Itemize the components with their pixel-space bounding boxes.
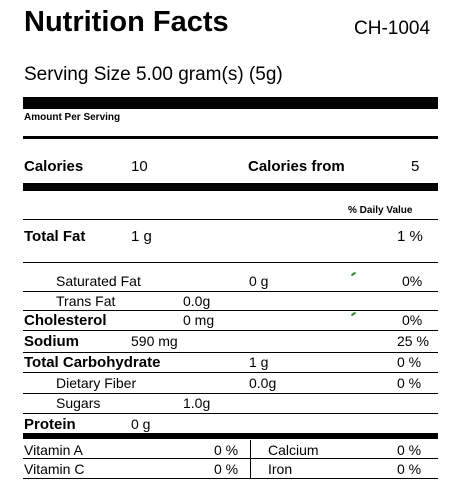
sugars-amount: 1.0g <box>183 395 211 411</box>
iron-dv: 0 % <box>397 461 422 477</box>
calories-label: Calories <box>24 158 84 175</box>
saturated-fat-label: Saturated Fat <box>56 273 141 289</box>
iron-label: Iron <box>268 461 293 477</box>
check-mark-icon <box>350 311 357 317</box>
divider <box>23 413 438 414</box>
fiber-label: Dietary Fiber <box>56 375 137 391</box>
trans-fat-amount: 0.0g <box>183 293 211 309</box>
serving-size: Serving Size 5.00 gram(s) (5g) <box>24 64 283 85</box>
sodium-dv: 25 % <box>397 333 429 349</box>
thick-divider <box>23 183 438 191</box>
sodium-amount: 590 mg <box>131 333 178 349</box>
vitamin-a-label: Vitamin A <box>24 442 83 458</box>
divider <box>23 262 438 263</box>
fiber-dv: 0 % <box>397 375 422 391</box>
thick-divider <box>23 97 438 109</box>
column-divider <box>250 440 251 478</box>
divider <box>23 219 438 220</box>
cholesterol-label: Cholesterol <box>24 312 107 329</box>
saturated-fat-amount: 0 g <box>249 273 269 289</box>
total-carb-label: Total Carbohydrate <box>24 354 161 371</box>
divider <box>23 478 438 479</box>
divider <box>23 352 438 353</box>
divider <box>23 330 438 331</box>
calories-from-label: Calories from <box>248 158 345 175</box>
calcium-dv: 0 % <box>397 442 422 458</box>
trans-fat-label: Trans Fat <box>56 293 116 309</box>
cholesterol-dv: 0% <box>402 312 423 328</box>
divider <box>23 458 438 459</box>
sodium-label: Sodium <box>24 333 79 350</box>
thick-divider <box>23 433 438 439</box>
total-fat-label: Total Fat <box>24 228 86 245</box>
saturated-fat-dv: 0% <box>402 273 423 289</box>
total-carb-dv: 0 % <box>397 354 422 370</box>
calories-value: 10 <box>131 158 148 175</box>
vitamin-c-dv: 0 % <box>214 461 239 477</box>
daily-value-header: % Daily Value <box>348 205 413 216</box>
protein-label: Protein <box>24 416 76 433</box>
total-fat-amount: 1 g <box>131 228 152 245</box>
amount-per-serving: Amount Per Serving <box>24 112 121 123</box>
total-fat-dv: 1 % <box>397 228 423 245</box>
label-title: Nutrition Facts <box>24 6 229 38</box>
fiber-amount: 0.0g <box>249 375 277 391</box>
divider <box>23 372 438 373</box>
divider <box>23 136 438 139</box>
product-code: CH-1004 <box>354 18 431 39</box>
vitamin-a-dv: 0 % <box>214 442 239 458</box>
sugars-label: Sugars <box>56 395 101 411</box>
protein-amount: 0 g <box>131 416 151 432</box>
divider <box>23 393 438 394</box>
total-carb-amount: 1 g <box>249 354 269 370</box>
divider <box>23 291 438 292</box>
cholesterol-amount: 0 mg <box>183 312 215 328</box>
calories-from-value: 5 <box>411 158 420 175</box>
divider <box>23 310 438 311</box>
calcium-label: Calcium <box>268 442 319 458</box>
check-mark-icon <box>350 271 357 277</box>
vitamin-c-label: Vitamin C <box>24 461 85 477</box>
